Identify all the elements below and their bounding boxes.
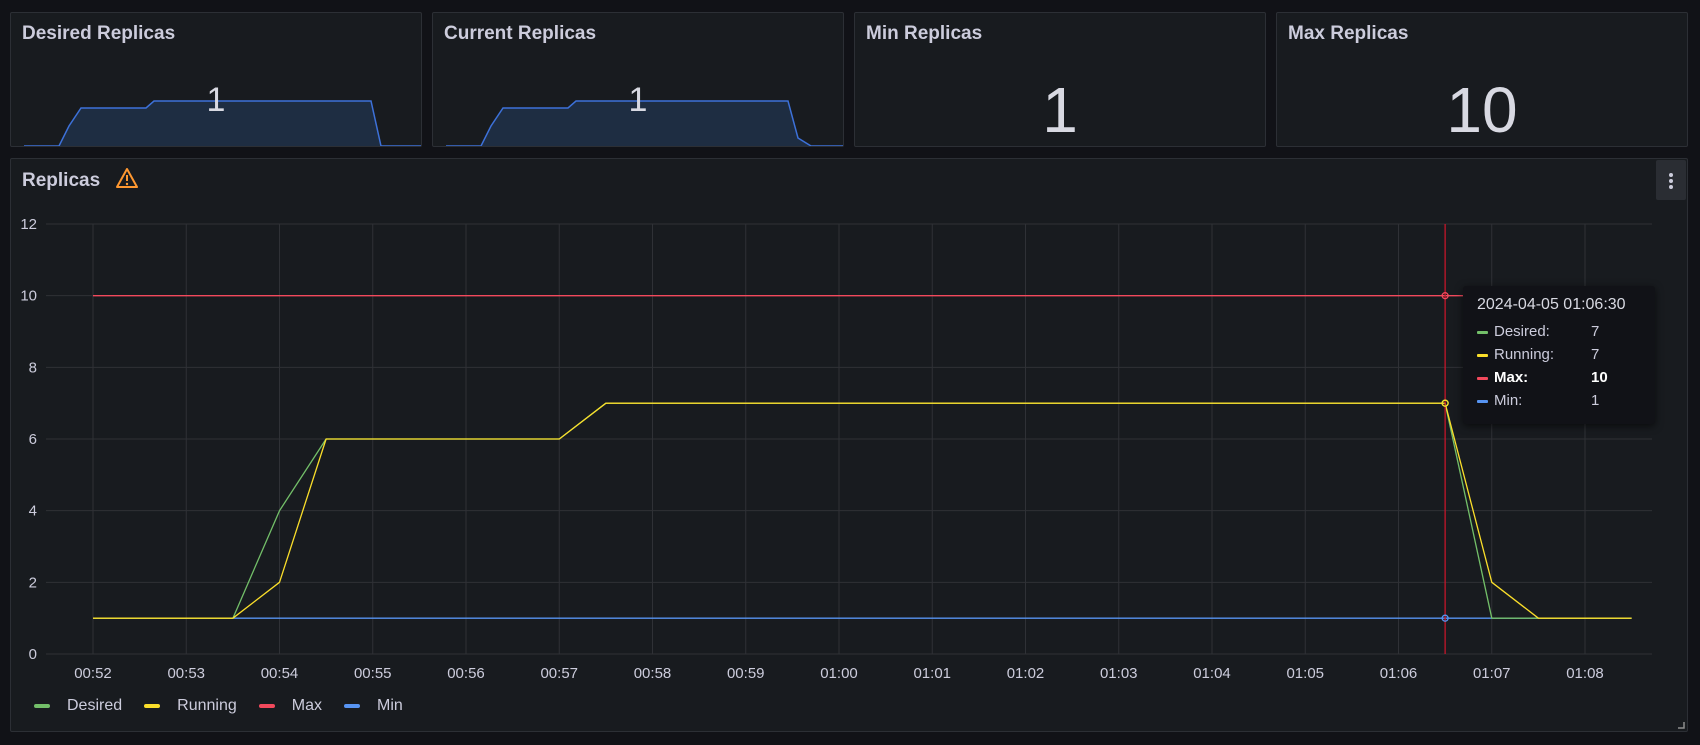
- tooltip-value: 7: [1591, 346, 1600, 363]
- legend-label: Running: [177, 697, 237, 714]
- sparkline-line: [24, 100, 421, 146]
- tooltip-row-running: Running: 7: [1477, 346, 1641, 369]
- tooltip-row-max: Max: 10: [1477, 369, 1641, 392]
- kebab-menu-icon: [1669, 173, 1673, 177]
- tooltip-label: Max:: [1494, 369, 1529, 386]
- legend-swatch: [144, 704, 161, 708]
- x-tick-label: 00:58: [634, 665, 672, 682]
- x-tick-label: 01:06: [1380, 665, 1418, 682]
- kebab-menu-icon: [1669, 179, 1673, 183]
- x-tick-label: 01:08: [1566, 665, 1604, 682]
- legend-label: Min: [376, 697, 403, 714]
- sparkline-area: [24, 101, 421, 146]
- legend-item-desired[interactable]: Desired: [34, 697, 122, 715]
- x-tick-label: 00:56: [447, 665, 485, 682]
- stat-value: 1: [1042, 74, 1078, 146]
- legend-item-max[interactable]: Max: [258, 697, 322, 715]
- panel-title: Desired Replicas: [22, 23, 176, 44]
- hover-point-min: [1441, 614, 1449, 622]
- tooltip-value: 1: [1591, 392, 1600, 409]
- x-tick-label: 01:03: [1100, 665, 1138, 682]
- tooltip-row-desired: Desired: 7: [1477, 323, 1641, 346]
- x-tick-label: 00:59: [727, 665, 765, 682]
- legend-swatch: [258, 704, 275, 708]
- y-tick-label: 6: [29, 431, 37, 448]
- series-color-swatch: [1477, 354, 1488, 357]
- y-tick-label: 12: [20, 216, 37, 233]
- replicas-panel[interactable]: Replicas: [10, 158, 1688, 732]
- tooltip-label: Desired:: [1494, 323, 1550, 340]
- y-tick-label: 2: [29, 574, 37, 591]
- x-tick-label: 01:02: [1007, 665, 1045, 682]
- tooltip-row-min: Min: 1: [1477, 392, 1641, 415]
- x-tick-label: 01:00: [820, 665, 858, 682]
- y-tick-label: 8: [29, 359, 37, 376]
- kebab-menu-icon: [1669, 185, 1673, 189]
- panel-title: Max Replicas: [1288, 23, 1409, 44]
- series-color-swatch: [1477, 377, 1488, 380]
- tooltip-time: 2024-04-05 01:06:30: [1477, 296, 1626, 313]
- x-tick-label: 01:05: [1286, 665, 1324, 682]
- series-line-running: [93, 402, 1632, 619]
- sparkline: [446, 100, 843, 146]
- legend-swatch: [34, 704, 50, 708]
- legend-item-min[interactable]: Min: [343, 697, 403, 715]
- desired-replicas-panel[interactable]: Desired Replicas 1: [10, 12, 422, 147]
- current-replicas-panel[interactable]: Current Replicas 1: [432, 12, 844, 147]
- y-tick-label: 10: [20, 288, 37, 305]
- series-color-swatch: [1477, 331, 1488, 334]
- hover-point-max: [1441, 292, 1449, 300]
- x-tick-label: 00:52: [74, 665, 112, 682]
- sparkline-line: [446, 100, 843, 146]
- x-tick-label: 01:01: [913, 665, 951, 682]
- stat-value: 1: [206, 81, 226, 119]
- y-tick-label: 0: [29, 646, 37, 663]
- panel-title: Replicas: [22, 170, 101, 191]
- tooltip-value: 10: [1591, 369, 1608, 386]
- hover-point-running: [1441, 399, 1449, 407]
- tooltip-value: 7: [1591, 323, 1600, 340]
- panel-title: Min Replicas: [866, 23, 983, 44]
- series-color-swatch: [1477, 400, 1488, 403]
- x-tick-label: 00:57: [540, 665, 578, 682]
- sparkline: [24, 100, 421, 146]
- warning-triangle-icon[interactable]: [116, 167, 138, 189]
- x-tick-label: 01:04: [1193, 665, 1231, 682]
- legend-item-running[interactable]: Running: [144, 697, 237, 715]
- sparkline-area: [446, 101, 843, 146]
- chart-tooltip: 2024-04-05 01:06:30 Desired: 7 Running: …: [1463, 286, 1655, 424]
- tooltip-label: Running:: [1494, 346, 1555, 363]
- x-tick-label: 00:55: [354, 665, 392, 682]
- y-tick-label: 4: [29, 503, 37, 520]
- stat-value: 10: [1446, 74, 1518, 146]
- x-tick-label: 00:53: [167, 665, 205, 682]
- x-tick-label: 01:07: [1473, 665, 1511, 682]
- tooltip-label: Min:: [1494, 392, 1523, 409]
- x-tick-label: 00:54: [261, 665, 299, 682]
- max-replicas-panel[interactable]: Max Replicas 10: [1276, 12, 1688, 147]
- chart-legend: Desired Running Max Min: [34, 695, 425, 717]
- legend-label: Max: [291, 697, 322, 714]
- panel-title: Current Replicas: [444, 23, 597, 44]
- stat-value: 1: [628, 81, 648, 119]
- panel-menu-button[interactable]: [1656, 160, 1686, 200]
- min-replicas-panel[interactable]: Min Replicas 1: [854, 12, 1266, 147]
- legend-swatch: [343, 704, 360, 708]
- legend-label: Desired: [67, 697, 123, 714]
- resize-handle-icon[interactable]: [1675, 719, 1685, 729]
